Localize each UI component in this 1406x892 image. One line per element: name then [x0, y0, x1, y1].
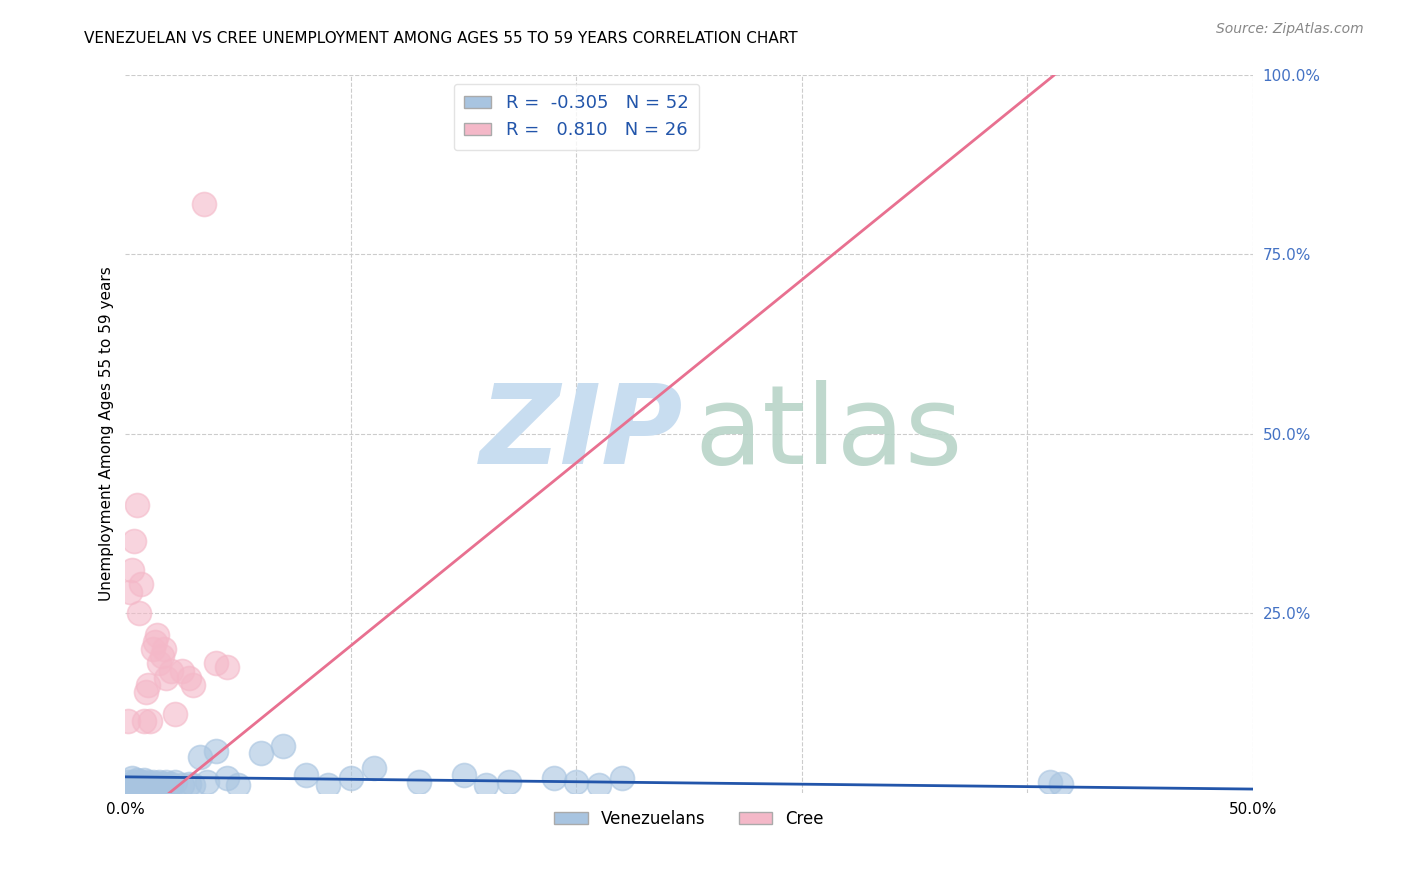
Point: [148, 657, 170, 671]
Text: Source: ZipAtlas.com: Source: ZipAtlas.com: [1216, 22, 1364, 37]
Point: [215, 660, 238, 674]
Point: [177, 671, 200, 685]
Point: [226, 779, 249, 793]
Point: [150, 649, 173, 664]
Point: [117, 714, 139, 728]
Point: [155, 671, 177, 685]
Point: [143, 635, 166, 649]
Point: [273, 739, 295, 753]
Point: [129, 577, 152, 591]
Point: [153, 642, 176, 657]
Point: [170, 779, 193, 793]
Point: [136, 779, 159, 793]
Point: [195, 775, 218, 789]
Point: [204, 744, 226, 758]
Point: [128, 777, 150, 791]
Point: [498, 775, 520, 789]
Point: [135, 779, 157, 793]
Point: [1039, 775, 1062, 789]
Point: [155, 775, 177, 789]
Point: [363, 760, 385, 774]
Point: [121, 772, 143, 786]
Point: [146, 777, 169, 791]
Point: [543, 772, 565, 786]
Point: [117, 775, 139, 789]
Point: [129, 779, 152, 793]
Point: [215, 772, 238, 786]
Point: [132, 772, 155, 787]
Legend: Venezuelans, Cree: Venezuelans, Cree: [548, 804, 831, 835]
Point: [132, 777, 155, 791]
Point: [193, 196, 215, 211]
Point: [340, 772, 363, 786]
Point: [188, 749, 211, 764]
Point: [124, 779, 146, 793]
Point: [181, 678, 204, 692]
Point: [118, 584, 141, 599]
Point: [148, 775, 170, 789]
Point: [150, 779, 173, 793]
Point: [170, 664, 193, 678]
Point: [125, 772, 148, 787]
Point: [565, 775, 588, 789]
Point: [139, 714, 162, 728]
Point: [136, 678, 159, 692]
Point: [588, 779, 610, 793]
Text: atlas: atlas: [695, 380, 963, 487]
Point: [139, 777, 162, 791]
Point: [146, 628, 169, 642]
Point: [124, 534, 146, 549]
Point: [125, 499, 148, 513]
Point: [181, 779, 204, 793]
Point: [159, 664, 181, 678]
Point: [1050, 777, 1073, 791]
Y-axis label: Unemployment Among Ages 55 to 59 years: Unemployment Among Ages 55 to 59 years: [100, 266, 114, 601]
Point: [157, 779, 180, 793]
Text: VENEZUELAN VS CREE UNEMPLOYMENT AMONG AGES 55 TO 59 YEARS CORRELATION CHART: VENEZUELAN VS CREE UNEMPLOYMENT AMONG AG…: [84, 31, 799, 46]
Point: [128, 775, 150, 789]
Point: [610, 772, 633, 786]
Point: [121, 777, 143, 791]
Point: [249, 746, 271, 760]
Point: [129, 775, 152, 789]
Point: [159, 777, 181, 791]
Point: [153, 777, 176, 791]
Point: [135, 685, 157, 699]
Point: [177, 777, 200, 791]
Point: [295, 767, 318, 781]
Point: [143, 779, 166, 793]
Point: [118, 779, 141, 793]
Point: [128, 606, 150, 620]
Point: [318, 779, 340, 793]
Point: [165, 775, 187, 789]
Point: [453, 767, 475, 781]
Point: [141, 775, 163, 789]
Point: [124, 775, 146, 789]
Point: [408, 775, 430, 789]
Point: [141, 642, 163, 657]
Point: [136, 775, 159, 789]
Point: [125, 779, 148, 793]
Text: ZIP: ZIP: [479, 380, 683, 487]
Point: [204, 657, 226, 671]
Point: [475, 779, 498, 793]
Point: [121, 563, 143, 577]
Point: [165, 706, 187, 721]
Point: [132, 714, 155, 728]
